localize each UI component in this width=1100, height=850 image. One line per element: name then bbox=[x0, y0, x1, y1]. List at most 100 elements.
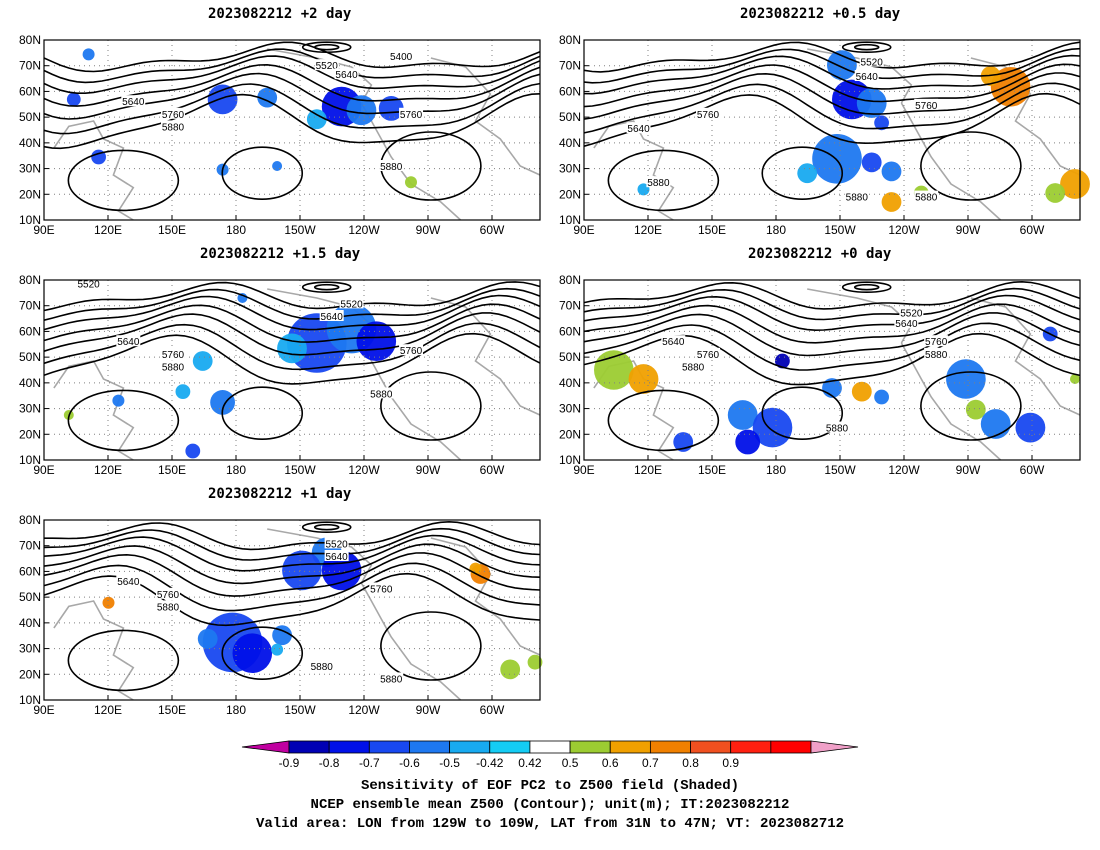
contour-label-backing bbox=[319, 310, 344, 321]
sensitivity-patch bbox=[272, 161, 283, 171]
colorbar-tick-label: 0.7 bbox=[642, 756, 659, 770]
y-tick-label: 60N bbox=[559, 324, 581, 338]
contour-label: 5640 bbox=[662, 337, 685, 348]
contour-label-backing bbox=[339, 297, 364, 309]
z500-contour bbox=[43, 527, 541, 561]
contour-label: 5880 bbox=[162, 362, 185, 373]
sensitivity-patch bbox=[1070, 374, 1080, 384]
coastline bbox=[593, 120, 675, 221]
y-tick-label: 80N bbox=[559, 273, 581, 287]
colorbar-high-triangle bbox=[810, 740, 859, 754]
subtropical-high-contour bbox=[221, 146, 304, 200]
x-tick-label: 60W bbox=[480, 463, 505, 477]
y-tick-label: 10N bbox=[559, 213, 581, 227]
y-tick-label: 40N bbox=[559, 376, 581, 390]
contour-label: 5640 bbox=[117, 337, 140, 348]
contour-label-backing bbox=[309, 659, 334, 671]
x-tick-label: 180 bbox=[226, 463, 246, 477]
sensitivity-patch bbox=[881, 192, 902, 212]
contour-label-backing bbox=[160, 120, 185, 132]
y-tick-label: 30N bbox=[19, 162, 41, 176]
sensitivity-patch bbox=[946, 359, 986, 399]
contour-label-backing bbox=[844, 190, 869, 202]
contour-label-backing bbox=[160, 347, 185, 359]
x-tick-label: 150E bbox=[158, 703, 186, 717]
contour-label-backing bbox=[924, 335, 949, 347]
x-tick-label: 120W bbox=[888, 223, 920, 237]
contour-label: 5760 bbox=[162, 110, 185, 121]
x-tick-label: 90E bbox=[573, 223, 594, 237]
contour-label: 5880 bbox=[162, 122, 185, 133]
caption-line-1: Sensitivity of EOF PC2 to Z500 field (Sh… bbox=[360, 778, 740, 794]
sensitivity-patch bbox=[66, 92, 81, 107]
map-panel-p4: 2023082212 +0 day 5520 5640 5640 5760 5760 58… bbox=[540, 240, 1100, 485]
colorbar-segment bbox=[690, 740, 732, 754]
y-tick-label: 30N bbox=[19, 402, 41, 416]
sensitivity-patch bbox=[1045, 183, 1066, 203]
z500-contour bbox=[43, 543, 541, 585]
colorbar-segment bbox=[529, 740, 571, 754]
colorbar-tick-label: 0.9 bbox=[722, 756, 739, 770]
sensitivity-patch bbox=[527, 654, 543, 670]
sensitivity-patch bbox=[812, 134, 862, 184]
colorbar-segment bbox=[368, 740, 410, 754]
z500-contour bbox=[583, 280, 1081, 310]
contour-label-backing bbox=[324, 537, 349, 549]
map-panel-p5: 2023082212 +1 day 5520 5640 5640 5760 5760 58… bbox=[0, 480, 550, 725]
sensitivity-patch bbox=[965, 399, 986, 420]
sensitivity-patch bbox=[980, 409, 1011, 439]
contour-label: 5880 bbox=[647, 178, 670, 189]
x-tick-label: 120W bbox=[348, 223, 380, 237]
z500-contour bbox=[583, 54, 1081, 95]
colorbar-segment bbox=[288, 740, 330, 754]
contour-label: 5880 bbox=[380, 162, 403, 173]
sensitivity-patch bbox=[856, 88, 887, 118]
coastline bbox=[430, 297, 541, 416]
polar-low-contour bbox=[841, 41, 892, 54]
colorbar-tick-label: -0.9 bbox=[279, 756, 300, 770]
contour-label-backing bbox=[696, 347, 720, 359]
x-tick-label: 120W bbox=[888, 463, 920, 477]
z500-contour bbox=[583, 47, 1081, 84]
contour-label-backing bbox=[389, 50, 414, 62]
contour-label-backing bbox=[661, 335, 686, 347]
x-tick-label: 90E bbox=[33, 463, 54, 477]
colorbar-tick-label: -0.5 bbox=[439, 756, 460, 770]
x-tick-label: 60W bbox=[1020, 463, 1045, 477]
sensitivity-patch bbox=[306, 109, 327, 130]
colorbar-tick-label: 0.8 bbox=[682, 756, 699, 770]
contour-label-backing bbox=[324, 550, 349, 561]
polar-low-contour bbox=[853, 43, 880, 51]
panel-title: 2023082212 +0 day bbox=[748, 246, 892, 262]
sensitivity-patch bbox=[356, 321, 397, 361]
polar-low-contour bbox=[301, 41, 352, 54]
sensitivity-patch bbox=[277, 333, 307, 364]
contour-label: 5640 bbox=[627, 124, 650, 135]
subtropical-high-contour bbox=[67, 629, 180, 692]
y-tick-label: 80N bbox=[559, 33, 581, 47]
x-tick-label: 120E bbox=[94, 703, 122, 717]
subtropical-high-contour bbox=[761, 146, 844, 200]
coastline bbox=[430, 537, 541, 656]
contour-label-backing bbox=[116, 335, 141, 347]
coastline bbox=[970, 57, 1081, 176]
y-tick-label: 50N bbox=[19, 350, 41, 364]
x-tick-label: 150E bbox=[698, 463, 726, 477]
x-tick-label: 60W bbox=[480, 223, 505, 237]
sensitivity-patch bbox=[874, 115, 889, 131]
contour-label-backing bbox=[899, 306, 924, 318]
y-tick-label: 70N bbox=[19, 59, 41, 73]
contour-label-backing bbox=[379, 160, 404, 171]
colorbar-segment bbox=[609, 740, 651, 754]
x-tick-label: 120E bbox=[94, 463, 122, 477]
contour-label: 5880 bbox=[925, 350, 948, 361]
sensitivity-patch bbox=[628, 364, 659, 394]
z500-contour bbox=[43, 82, 541, 135]
z500-contour bbox=[583, 312, 1081, 357]
sensitivity-patch bbox=[232, 633, 273, 673]
x-tick-label: 150W bbox=[284, 703, 316, 717]
sensitivity-patch bbox=[378, 96, 404, 121]
